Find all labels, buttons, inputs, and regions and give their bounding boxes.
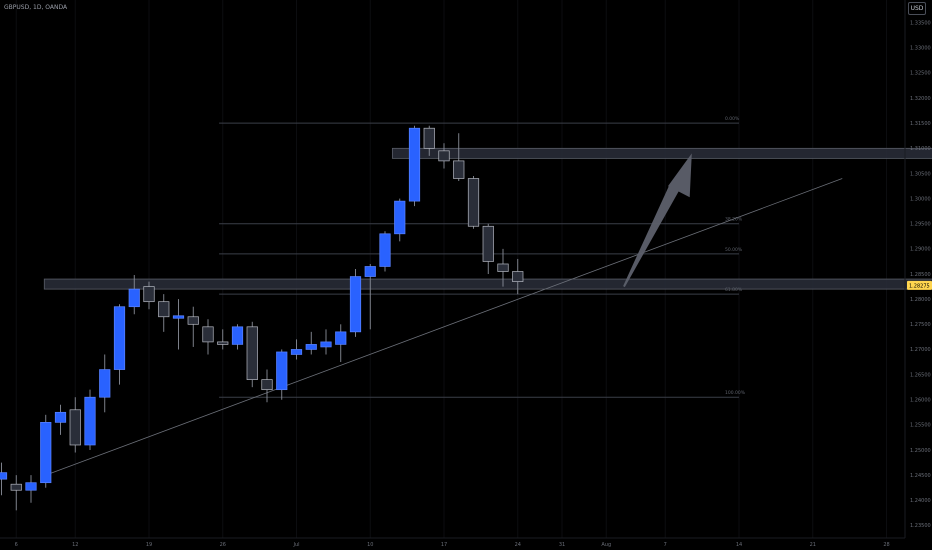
- price-tick-label: 1.31500: [910, 121, 931, 127]
- price-tick-label: 1.23500: [910, 523, 931, 529]
- candle-body: [143, 286, 155, 303]
- time-tick-label: Aug: [601, 542, 611, 548]
- price-tick-label: 1.25500: [910, 423, 931, 429]
- symbol-legend: GBPUSD, 1D, OANDA: [4, 4, 67, 11]
- candle-body: [231, 326, 244, 345]
- upward-arrow[interactable]: [623, 153, 692, 288]
- price-tick-label: 1.28500: [910, 272, 931, 278]
- candle-body: [276, 351, 288, 391]
- currency-button[interactable]: USD: [908, 2, 926, 15]
- time-tick-label: 28: [883, 542, 889, 548]
- price-tick-label: 1.30000: [910, 196, 931, 202]
- fib-level-label: 61.80%: [725, 287, 743, 293]
- symbol-label: GBPUSD, 1D, OANDA: [4, 4, 68, 11]
- price-tick-label: 1.33000: [910, 46, 931, 52]
- fib-level-label: 50.00%: [725, 247, 743, 253]
- price-tick-label: 1.33500: [910, 20, 931, 26]
- price-tick-label: 1.24000: [910, 498, 931, 504]
- candle-body: [69, 409, 81, 446]
- candle-body: [25, 482, 37, 491]
- price-tick-label: 1.26000: [910, 398, 931, 404]
- candle-body: [217, 341, 229, 345]
- trendline[interactable]: [45, 178, 843, 476]
- time-tick-label: 26: [220, 542, 226, 548]
- candle-body: [113, 306, 126, 370]
- candle-body: [261, 379, 273, 391]
- upper-zone[interactable]: [391, 147, 932, 159]
- candle-body: [99, 369, 111, 398]
- price-tick-label: 1.24500: [910, 473, 931, 479]
- time-tick-label: 7: [664, 542, 667, 548]
- price-tick-label: 1.32000: [910, 96, 931, 102]
- candle-body: [187, 316, 199, 325]
- price-tick-label: 1.30500: [910, 171, 931, 177]
- time-tick-label: 19: [146, 542, 152, 548]
- time-tick-label: 24: [515, 542, 521, 548]
- candle-body: [246, 326, 258, 380]
- price-tick-label: 1.28000: [910, 297, 931, 303]
- candle-body: [438, 150, 450, 162]
- candle-body: [290, 349, 303, 355]
- candle-body: [394, 200, 406, 235]
- candle-body: [305, 344, 317, 350]
- candle-body: [320, 341, 332, 348]
- price-axis[interactable]: 1.23500 1.24000 1.24500 1.25000 1.25500 1.260…: [904, 0, 932, 538]
- price-tick-label: 1.27000: [910, 347, 931, 353]
- time-tick-label: 17: [441, 542, 447, 548]
- candle-body: [202, 326, 214, 343]
- time-tick-label: 6: [15, 542, 18, 548]
- candle-body: [349, 276, 362, 333]
- time-tick-label: 31: [559, 542, 565, 548]
- candle-body: [379, 233, 391, 267]
- candle-body: [364, 266, 376, 277]
- candle-body: [128, 288, 140, 308]
- time-tick-label: 12: [72, 542, 78, 548]
- projection-arrow[interactable]: [623, 153, 692, 288]
- time-tick-label: 14: [736, 542, 742, 548]
- candle-body: [512, 271, 524, 282]
- ascending-trendline[interactable]: [45, 178, 843, 476]
- currency-label: USD: [910, 5, 924, 12]
- time-tick-label: 21: [810, 542, 816, 548]
- current-price-label: 1.28275: [909, 283, 930, 289]
- time-tick-label: 10: [367, 542, 373, 548]
- candle-body: [482, 225, 494, 262]
- price-tick-label: 1.29500: [910, 222, 931, 228]
- lower-zone[interactable]: [43, 278, 932, 290]
- candle-body: [423, 127, 435, 149]
- candle-body: [408, 127, 421, 202]
- price-tick-label: 1.27500: [910, 322, 931, 328]
- price-tick-label: 1.31000: [910, 146, 931, 152]
- price-tick-label: 1.26500: [910, 372, 931, 378]
- price-tick-label: 1.29000: [910, 247, 931, 253]
- fib-level-label: 38.20%: [725, 217, 743, 223]
- candle-body: [84, 396, 96, 446]
- price-tick-label: 1.25000: [910, 448, 931, 454]
- candle-body: [453, 160, 465, 179]
- candle-body: [335, 331, 347, 345]
- current-price-tag: [907, 280, 932, 290]
- candle-body: [54, 411, 67, 423]
- time-tick-label: Jul: [292, 542, 299, 548]
- time-axis[interactable]: 6 12 19 26 Jul 10 17 24 31 Aug 7 14 21 28: [0, 537, 905, 548]
- fib-level-label: 0.00%: [725, 116, 740, 122]
- candle-body: [10, 483, 22, 491]
- price-tick-label: 1.32500: [910, 71, 931, 77]
- candle-body: [40, 422, 52, 484]
- candlesticks: [0, 125, 524, 511]
- fib-level-label: 100.00%: [725, 390, 746, 396]
- chart-grid: [15, 0, 887, 538]
- candle-body: [467, 178, 480, 227]
- candle-body: [497, 263, 509, 272]
- candle-body: [172, 315, 185, 319]
- candle-body: [158, 301, 170, 318]
- candle-body: [0, 472, 8, 480]
